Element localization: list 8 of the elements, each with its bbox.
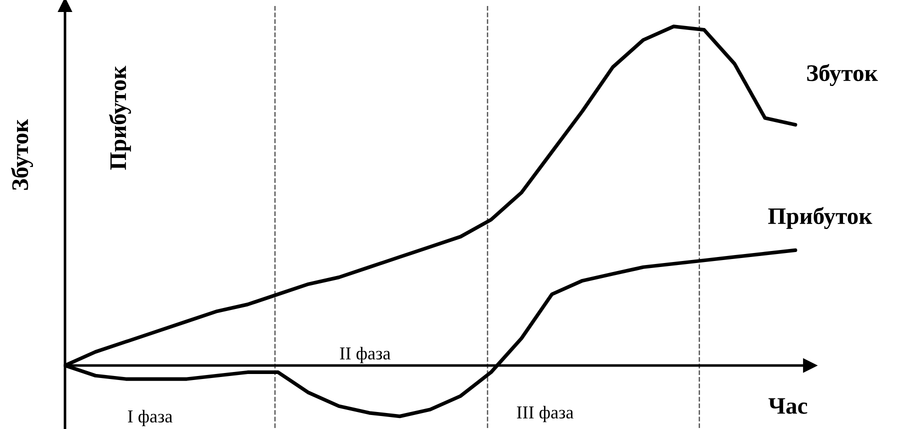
annotation: Прибуток (109, 66, 131, 170)
annotation: I фаза (128, 410, 172, 426)
y-axis-title: Збуток (11, 119, 33, 190)
x-axis-title: Час (768, 398, 808, 414)
annotation: II фаза (340, 346, 390, 364)
series-label: Прибуток (768, 207, 872, 229)
annotation: III фаза (516, 406, 574, 422)
series-label: Збуток (807, 64, 878, 86)
